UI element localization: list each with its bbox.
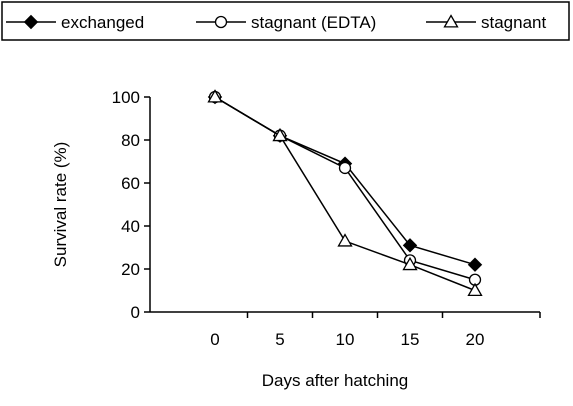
axes: 0 20 40 60 80 100 0 5 10 15 20 [112,88,541,349]
legend-label: exchanged [61,13,144,32]
data-point [402,238,418,253]
data-point [207,89,223,103]
y-tick-label: 80 [121,131,140,150]
x-tick-label: 10 [336,330,355,349]
x-tick-label: 15 [401,330,420,349]
y-axis-title: Survival rate (%) [51,142,70,268]
data-point [272,127,288,142]
legend-label: stagnant [481,13,546,32]
series-line [214,96,476,292]
legend-item: stagnant [426,13,546,32]
data-point [338,161,352,175]
y-tick-label: 60 [121,174,140,193]
legend-marker [23,14,39,30]
y-tick-label: 0 [131,303,140,322]
data-point [467,282,483,297]
plot-series [207,89,483,297]
x-tick-label: 20 [466,330,485,349]
legend-label: stagnant (EDTA) [251,13,376,32]
legend-item: stagnant (EDTA) [196,13,376,32]
data-point [402,256,418,271]
legend-frame [1,1,570,41]
legend-marker [443,14,459,28]
y-tick-label: 40 [121,217,140,236]
data-point [337,233,353,247]
x-tick-label: 0 [210,330,219,349]
x-tick-label: 5 [275,330,284,349]
legend-item: exchanged [6,13,144,32]
legend-marker [214,15,228,29]
data-point [467,257,483,272]
legend: exchanged stagnant (EDTA) stagnant [1,1,570,41]
series-2 [207,89,483,297]
series-1 [208,90,482,286]
y-tick-label: 20 [121,260,140,279]
x-axis-title: Days after hatching [262,371,408,390]
y-tick-label: 100 [112,88,140,107]
